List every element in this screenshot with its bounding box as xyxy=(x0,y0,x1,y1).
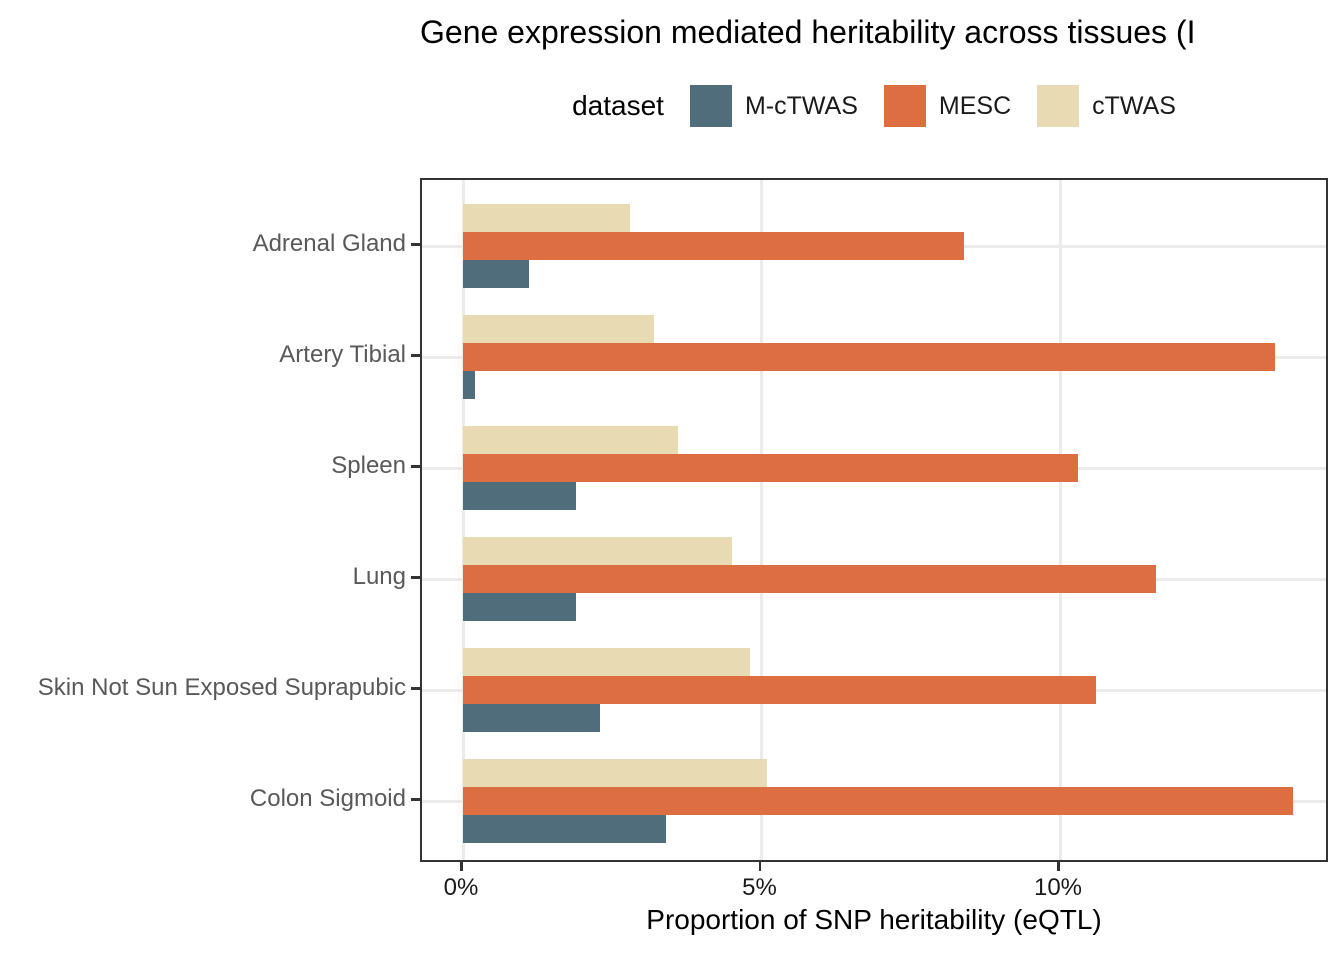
bar-mesc-adrenal-gland xyxy=(463,232,965,260)
x-gridline xyxy=(461,180,465,860)
legend-swatch-icon xyxy=(1037,85,1080,127)
x-tick-mark xyxy=(1057,862,1060,871)
bar-mesc-colon-sigmoid xyxy=(463,787,1293,815)
bar-m-ctwas-skin-not-sun-exposed-suprapubic xyxy=(463,704,601,732)
x-gridline xyxy=(760,180,763,860)
y-axis-category-label: Colon Sigmoid xyxy=(249,785,406,812)
legend: dataset M-cTWAS MESC cTWAS xyxy=(420,84,1328,128)
bar-mesc-spleen xyxy=(463,454,1078,482)
x-gridline xyxy=(1058,180,1062,860)
y-axis-category-label: Skin Not Sun Exposed Suprapubic xyxy=(37,674,406,701)
bar-ctwas-spleen xyxy=(463,426,678,454)
bar-ctwas-lung xyxy=(463,537,732,565)
legend-item-m-ctwas: M-cTWAS xyxy=(689,85,858,127)
legend-label: M-cTWAS xyxy=(744,91,858,120)
chart-title: Gene expression mediated heritability ac… xyxy=(420,14,1196,50)
y-axis-category-label: Spleen xyxy=(331,452,406,479)
y-tick-mark xyxy=(411,576,420,579)
bar-ctwas-colon-sigmoid xyxy=(463,759,768,787)
legend-swatch-icon xyxy=(689,85,732,127)
legend-title: dataset xyxy=(572,90,664,121)
bar-ctwas-artery-tibial xyxy=(463,315,655,343)
bar-m-ctwas-colon-sigmoid xyxy=(463,815,666,843)
x-tick-mark xyxy=(758,862,761,871)
legend-item-mesc: MESC xyxy=(883,85,1012,127)
x-axis-title: Proportion of SNP heritability (eQTL) xyxy=(646,904,1102,935)
y-tick-mark xyxy=(411,798,420,801)
legend-item-ctwas: cTWAS xyxy=(1037,85,1176,127)
x-tick-label: 10% xyxy=(1033,874,1083,901)
bar-m-ctwas-artery-tibial xyxy=(463,371,475,399)
y-tick-mark xyxy=(411,354,420,357)
bar-ctwas-skin-not-sun-exposed-suprapubic xyxy=(463,648,750,676)
y-tick-mark xyxy=(411,243,420,246)
y-axis-category-label: Artery Tibial xyxy=(279,341,406,368)
x-tick-label: 0% xyxy=(443,874,479,901)
bar-ctwas-adrenal-gland xyxy=(463,204,631,232)
bar-mesc-artery-tibial xyxy=(463,343,1275,371)
bar-m-ctwas-spleen xyxy=(463,482,577,510)
bar-mesc-lung xyxy=(463,565,1156,593)
bar-m-ctwas-adrenal-gland xyxy=(463,260,529,288)
y-axis-category-label: Lung xyxy=(352,563,406,590)
bar-m-ctwas-lung xyxy=(463,593,577,621)
y-axis-category-label: Adrenal Gland xyxy=(252,230,406,257)
x-tick-label: 5% xyxy=(742,874,777,901)
plot-panel xyxy=(420,178,1328,862)
legend-label: cTWAS xyxy=(1092,91,1176,120)
y-tick-mark xyxy=(411,465,420,468)
legend-label: MESC xyxy=(938,91,1012,120)
x-tick-mark xyxy=(460,862,463,871)
bar-mesc-skin-not-sun-exposed-suprapubic xyxy=(463,676,1096,704)
y-tick-mark xyxy=(411,687,420,690)
legend-swatch-icon xyxy=(883,85,926,127)
